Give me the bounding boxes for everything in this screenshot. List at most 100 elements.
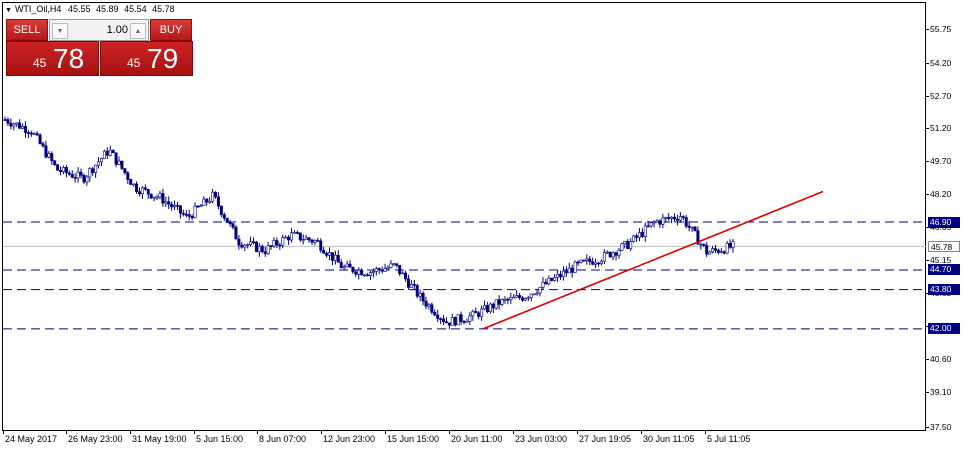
buy-button[interactable]: BUY bbox=[150, 19, 192, 41]
candle-body bbox=[228, 222, 232, 224]
buy-price-big-figure: 45 bbox=[127, 56, 141, 70]
candle-body bbox=[532, 293, 536, 296]
candle-body bbox=[50, 153, 54, 162]
candle-body bbox=[708, 251, 712, 255]
candle-body bbox=[664, 217, 668, 219]
candle-body bbox=[21, 125, 25, 129]
price-tick-mark bbox=[926, 392, 929, 394]
price-tick-mark bbox=[926, 160, 929, 162]
candle-body bbox=[500, 299, 504, 305]
candle-body bbox=[599, 260, 603, 264]
price-tick-mark bbox=[926, 95, 929, 97]
candle-body bbox=[728, 242, 732, 248]
candle-body bbox=[629, 241, 633, 249]
sell-price-big-figure: 45 bbox=[33, 56, 47, 70]
candle-body bbox=[406, 278, 410, 288]
candle-body bbox=[225, 217, 229, 223]
candle-body bbox=[149, 193, 153, 199]
time-tick-label: 5 Jun 15:00 bbox=[196, 434, 244, 444]
candle-body bbox=[143, 187, 147, 190]
candle-body bbox=[47, 153, 51, 158]
candle-body bbox=[702, 243, 706, 246]
candle-body bbox=[436, 314, 440, 319]
candle-body bbox=[319, 240, 323, 251]
candle-body bbox=[158, 193, 162, 198]
sell-button[interactable]: SELL bbox=[6, 19, 48, 41]
candle-body bbox=[82, 174, 86, 183]
candle-body bbox=[313, 240, 317, 243]
price-tick-mark bbox=[926, 260, 929, 262]
candle-body bbox=[637, 232, 641, 238]
candle-body bbox=[64, 167, 68, 174]
time-tick-mark bbox=[513, 431, 514, 434]
time-tick-label: 5 Jul 11:05 bbox=[707, 434, 751, 444]
candle-body bbox=[348, 263, 352, 268]
candle-body bbox=[123, 168, 127, 174]
time-tick-mark bbox=[705, 431, 706, 434]
candle-body bbox=[18, 122, 22, 129]
candle-body bbox=[360, 269, 364, 276]
candle-body bbox=[705, 245, 709, 255]
candle-body bbox=[409, 283, 413, 288]
candle-body bbox=[88, 168, 92, 178]
candle-body bbox=[579, 259, 583, 263]
chart-area[interactable] bbox=[2, 2, 926, 431]
candle-body bbox=[328, 252, 332, 256]
candle-body bbox=[260, 245, 264, 252]
candle-body bbox=[442, 318, 446, 322]
lot-decrease-icon[interactable]: ▼ bbox=[52, 23, 68, 39]
candle-body bbox=[626, 240, 630, 249]
lot-increase-icon[interactable]: ▲ bbox=[130, 23, 146, 39]
candle-body bbox=[167, 201, 171, 205]
candle-body bbox=[529, 293, 533, 298]
candle-body bbox=[29, 132, 33, 135]
candle-body bbox=[620, 243, 624, 251]
candle-body bbox=[611, 252, 615, 258]
candle-body bbox=[120, 160, 124, 169]
candle-body bbox=[342, 266, 346, 269]
price-tick-label: 37.50 bbox=[930, 422, 952, 432]
lot-size-field[interactable]: ▼ 1.00 ▲ bbox=[49, 19, 149, 41]
candle-body bbox=[573, 261, 577, 273]
candle-body bbox=[73, 177, 77, 179]
candle-body bbox=[588, 258, 592, 262]
candle-body bbox=[193, 205, 197, 219]
time-tick-label: 27 Jun 19:05 bbox=[579, 434, 632, 444]
candle-body bbox=[354, 271, 358, 275]
price-tick-mark bbox=[926, 29, 929, 30]
price-tick-mark bbox=[926, 227, 929, 229]
candle-body bbox=[559, 273, 563, 278]
candle-body bbox=[336, 254, 340, 263]
time-tick-label: 24 May 2017 bbox=[5, 434, 58, 444]
candle-body bbox=[699, 243, 703, 246]
chart-header: ▼ WTI_Oil,H4 45.55 45.89 45.54 45.78 bbox=[5, 4, 178, 14]
one-click-trading-panel: SELL ▼ 1.00 ▲ BUY 45 78 45 79 bbox=[6, 19, 193, 76]
candle-body bbox=[102, 150, 106, 159]
candle-body bbox=[681, 216, 685, 218]
lot-value[interactable]: 1.00 bbox=[106, 24, 128, 36]
candle-body bbox=[711, 248, 715, 253]
candle-body bbox=[418, 292, 422, 297]
candle-body bbox=[59, 170, 63, 173]
candle-body bbox=[76, 171, 80, 179]
candle-body bbox=[173, 205, 177, 208]
candle-body bbox=[44, 145, 48, 158]
candle-body bbox=[602, 251, 606, 262]
candle-body bbox=[23, 125, 27, 133]
candle-body bbox=[667, 217, 671, 219]
candle-body bbox=[509, 296, 513, 301]
candle-body bbox=[684, 217, 688, 227]
candle-body bbox=[392, 263, 396, 265]
candle-body bbox=[345, 263, 349, 268]
price-tick-mark bbox=[926, 292, 929, 294]
price-tick-label: 51.20 bbox=[930, 123, 952, 134]
candle-body bbox=[401, 272, 405, 275]
candle-body bbox=[67, 172, 71, 175]
sell-price-button[interactable]: 45 78 bbox=[6, 41, 99, 76]
candle-body bbox=[199, 205, 203, 208]
candle-body bbox=[640, 232, 644, 237]
buy-price-button[interactable]: 45 79 bbox=[100, 41, 193, 76]
candle-body bbox=[439, 318, 443, 320]
candle-body bbox=[430, 304, 434, 313]
